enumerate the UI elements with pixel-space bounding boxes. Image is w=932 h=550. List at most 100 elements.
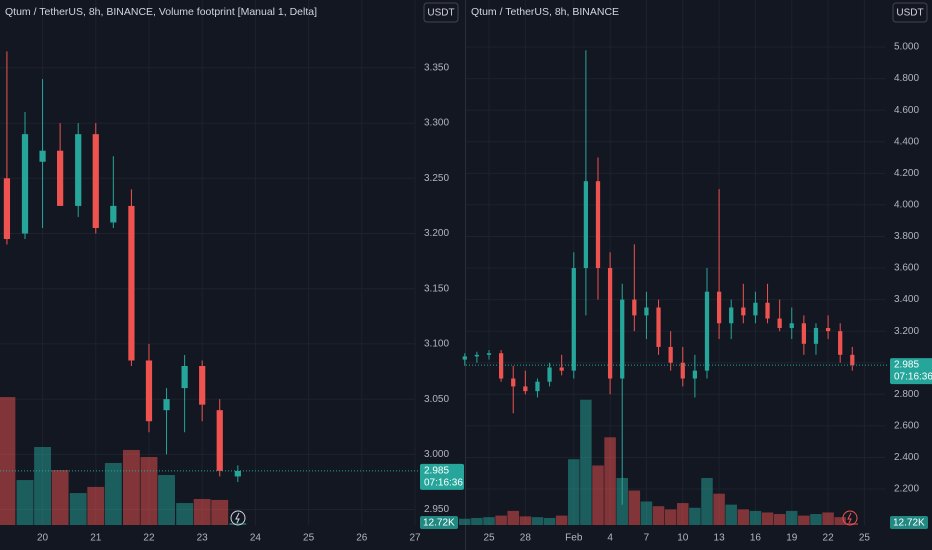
candle-body [110,205,117,223]
volume-bar [229,523,247,525]
y-tick-label: 3.600 [894,263,919,274]
x-tick-label: 20 [37,533,49,544]
volume-bar [689,507,701,525]
x-tick-label: 25 [303,533,315,544]
volume-bar [122,449,140,525]
lightning-icon[interactable] [842,510,858,526]
candle-body [656,307,661,347]
candle-body [741,307,746,316]
currency-label[interactable]: USDT [896,8,923,19]
y-tick-label: 4.200 [894,168,919,179]
volume-bar [471,517,483,525]
volume-bar [507,510,519,525]
x-tick-label: 22 [823,533,835,544]
volume-bar [592,465,604,525]
icon-ring[interactable] [842,510,858,526]
y-tick-label: 3.300 [424,118,449,129]
volume-bar [846,523,859,525]
candle-body [777,318,782,329]
candle-body [535,381,540,392]
volume-bar [543,517,556,525]
icon-ring[interactable] [230,510,246,526]
candle-body [3,178,11,240]
candle-body [825,328,831,332]
candle-body [595,181,601,269]
candle-body [753,302,758,316]
volume-label-box [890,516,928,529]
x-tick-label: 21 [90,533,102,544]
volume-bar [737,509,750,525]
candle-body [128,205,135,361]
candle-body [704,291,710,371]
volume-bar [701,478,713,525]
volume-bar [725,504,737,525]
y-tick-label: 3.150 [424,283,449,294]
volume-bar [51,470,69,525]
volume-bar [34,447,52,525]
volume-bar [0,397,16,525]
volume-bar [652,506,665,525]
icon-bolt[interactable] [235,512,240,524]
y-tick-label: 3.800 [894,231,919,242]
volume-bar [640,501,653,525]
candle-body [692,370,697,379]
x-tick-label: 13 [714,533,726,544]
y-tick-label: 2.600 [894,421,919,432]
volume-bar [193,499,211,525]
y-tick-label: 3.100 [424,339,449,350]
candle-body [462,356,467,360]
volume-label: 12.72K [423,518,455,529]
volume-bar [664,509,677,525]
x-tick-label: 26 [356,533,368,544]
x-tick-label: 25 [859,533,871,544]
candle-body [607,268,613,379]
candle-body [729,307,734,324]
x-tick-label: 24 [250,533,262,544]
volume-bar [677,503,689,525]
x-tick-label: 19 [786,533,798,544]
x-tick-label: 10 [677,533,689,544]
y-tick-label: 4.800 [894,73,919,84]
x-tick-label: 22 [143,533,155,544]
volume-bar [798,515,810,525]
lightning-icon[interactable] [230,510,246,526]
currency-button[interactable] [423,2,459,23]
candle-body [21,134,29,234]
price-label-box [890,358,932,385]
y-tick-label: 3.350 [424,63,449,74]
volume-bar [773,514,786,525]
volume-bar [140,457,158,525]
volume-bar [104,462,122,525]
volume-bar [604,437,616,525]
volume-bar [176,503,194,525]
x-tick-label: 4 [607,533,613,544]
chart-title: Qtum / TetherUS, 8h, BINANCE [471,6,619,18]
candle-body [199,366,206,405]
candle-body [57,150,64,206]
volume-bar [16,480,34,525]
candle-body [620,299,625,379]
volume-bar [580,399,592,525]
candle-body [850,354,855,366]
candle-body [39,150,46,162]
candle-body [92,134,99,228]
price-label: 2.985 [424,466,449,477]
y-tick-label: 5.000 [894,42,919,53]
volume-bar [495,515,507,525]
y-tick-label: 2.800 [894,389,919,400]
volume-bar [834,517,846,525]
volume-bar [211,499,229,525]
currency-button[interactable] [892,2,928,23]
x-tick-label: 27 [409,533,421,544]
countdown: 07:16:36 [894,372,932,383]
currency-label[interactable]: USDT [427,8,454,19]
volume-bar [87,486,105,525]
candle-body [547,367,552,382]
candle-body [145,360,153,422]
icon-bolt[interactable] [847,512,852,524]
x-tick-label: 25 [483,533,495,544]
y-tick-label: 3.400 [894,294,919,305]
candle-body [716,291,722,324]
volume-bar [158,475,175,525]
